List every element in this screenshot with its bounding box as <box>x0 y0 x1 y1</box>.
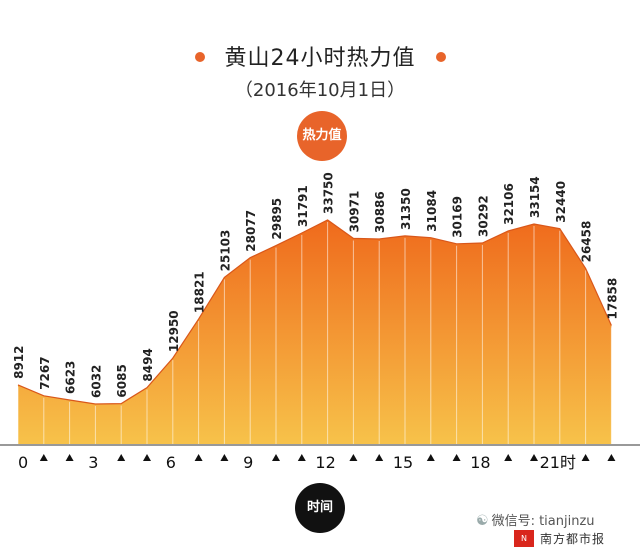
data-label: 6623 <box>64 361 78 394</box>
chart-title-row: 黄山24小时热力值 <box>0 40 640 72</box>
y-axis-label-badge: 热力值 <box>297 111 347 161</box>
tick-marker-icon <box>375 454 384 461</box>
tick-marker-icon <box>143 454 151 461</box>
data-label: 31350 <box>399 188 413 230</box>
data-label: 25103 <box>218 230 232 272</box>
x-tick-label: 6 <box>166 453 176 472</box>
tick-marker-icon <box>272 454 280 461</box>
data-label: 26458 <box>580 221 594 263</box>
wechat-id-text: 微信号: tianjinzu <box>491 514 595 529</box>
tick-marker-icon <box>297 454 306 461</box>
data-label: 31791 <box>296 185 310 227</box>
x-tick-label: 3 <box>88 453 98 472</box>
tick-marker-icon <box>117 454 126 461</box>
data-label: 30292 <box>476 195 490 237</box>
tick-marker-icon <box>426 454 435 461</box>
tick-marker-icon <box>220 454 229 461</box>
x-tick-label: 15 <box>393 453 413 472</box>
tick-marker-icon <box>349 454 358 461</box>
tick-marker-icon <box>194 454 203 461</box>
tick-marker-icon <box>39 454 48 461</box>
data-label: 33750 <box>322 172 336 214</box>
tick-marker-icon <box>452 454 461 461</box>
tick-marker-icon <box>607 454 616 461</box>
data-label: 8494 <box>141 348 155 381</box>
data-label: 31084 <box>425 190 439 232</box>
chart-title: 黄山24小时热力值 <box>224 46 416 71</box>
data-label: 32440 <box>554 181 568 223</box>
heat-area <box>18 220 612 444</box>
x-tick-label: 9 <box>243 453 253 472</box>
data-label: 17858 <box>605 278 619 320</box>
x-tick-label: 21时 <box>540 453 576 472</box>
heat-line <box>17 219 612 405</box>
data-label: 30971 <box>347 191 361 233</box>
data-label: 30169 <box>451 196 465 238</box>
title-right-dot-icon <box>435 52 446 62</box>
tick-marker-icon <box>581 454 590 461</box>
x-axis-label-badge: 时间 <box>295 483 345 533</box>
data-label: 29895 <box>270 198 284 240</box>
data-label: 32106 <box>502 183 516 225</box>
watermark: ☯ 微信号: tianjinzu N 南方都市报 <box>476 510 636 550</box>
title-left-dot-icon <box>194 52 205 62</box>
data-label: 33154 <box>528 176 542 218</box>
wechat-icon: ☯ <box>476 513 489 529</box>
data-label: 12950 <box>167 310 181 352</box>
data-label: 28077 <box>244 210 258 252</box>
wechat-id: ☯ 微信号: tianjinzu <box>476 510 595 529</box>
tick-marker-icon <box>504 454 513 461</box>
x-tick-label: 18 <box>470 453 490 472</box>
tick-marker-icon <box>530 454 538 461</box>
data-label: 18821 <box>193 271 207 313</box>
newspaper-logo-icon: N <box>514 530 534 547</box>
x-tick-label: 0 <box>18 453 28 472</box>
x-tick-label: 12 <box>315 453 335 472</box>
data-label: 6085 <box>115 364 129 397</box>
tick-marker-icon <box>65 454 74 461</box>
chart-subtitle: （2016年10月1日） <box>234 80 406 101</box>
data-label: 30886 <box>373 191 387 233</box>
data-label: 7267 <box>38 356 52 389</box>
data-label: 6032 <box>89 365 103 398</box>
data-label: 8912 <box>12 345 26 378</box>
newspaper-name: 南方都市报 <box>540 532 606 546</box>
